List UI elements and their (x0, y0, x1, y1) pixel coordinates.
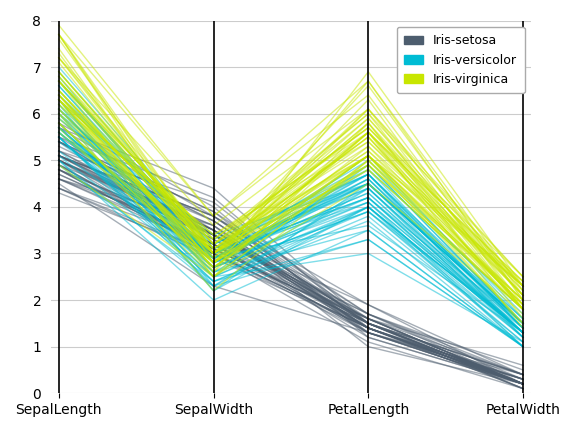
Legend: Iris-setosa, Iris-versicolor, Iris-virginica: Iris-setosa, Iris-versicolor, Iris-virgi… (397, 27, 525, 93)
